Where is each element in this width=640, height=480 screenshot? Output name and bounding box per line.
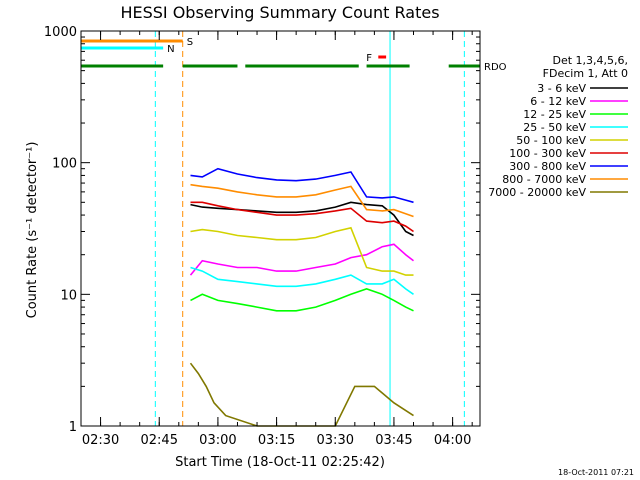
- x-tick-label: 03:15: [258, 433, 295, 448]
- chart-title: HESSI Observing Summary Count Rates: [120, 3, 439, 22]
- legend-label: 7000 - 20000 keV: [488, 186, 586, 199]
- legend-header-1: Det 1,3,4,5,6,: [552, 54, 628, 67]
- status-flags: S N RDO F: [81, 37, 507, 73]
- y-tick-label: 10: [60, 288, 77, 303]
- y-axis: 1 10 100 1000: [44, 25, 480, 435]
- x-tick-label: 04:00: [434, 433, 471, 448]
- footer-timestamp: 18-Oct-2011 07:21: [558, 468, 634, 477]
- x-axis: 02:30 02:45 03:00 03:15 03:30 03:45 04:00: [80, 31, 473, 448]
- y-axis-label: Count Rate (s⁻¹ detector⁻¹): [25, 142, 40, 319]
- data-series: [189, 167, 414, 427]
- series-line: [190, 183, 414, 218]
- legend-label: 50 - 100 keV: [516, 134, 586, 147]
- flag-label-f: F: [366, 53, 372, 64]
- y-tick-label: 1: [69, 420, 77, 435]
- y-tick-label: 100: [52, 157, 77, 172]
- y-tick-label: 1000: [44, 25, 77, 40]
- legend-label: 800 - 7000 keV: [502, 173, 586, 186]
- series-line: [190, 201, 414, 233]
- flag-label-n: N: [167, 44, 174, 55]
- series-line: [190, 288, 414, 312]
- x-tick-label: 03:00: [199, 433, 236, 448]
- x-tick-label: 03:30: [317, 433, 354, 448]
- legend-label: 25 - 50 keV: [523, 121, 586, 134]
- series-line: [190, 167, 414, 204]
- x-tick-label: 03:45: [375, 433, 412, 448]
- flag-label-rdo: RDO: [484, 62, 507, 73]
- legend-label: 300 - 800 keV: [509, 160, 586, 173]
- plot-area: [81, 31, 480, 426]
- series-line: [189, 243, 414, 276]
- plot-frame: [80, 30, 481, 427]
- series-line: [190, 226, 414, 276]
- vertical-markers: [154, 31, 465, 426]
- legend-label: 6 - 12 keV: [530, 95, 586, 108]
- x-axis-label: Start Time (18-Oct-11 02:25:42): [175, 455, 385, 470]
- legend-label: 12 - 25 keV: [523, 108, 586, 121]
- legend: Det 1,3,4,5,6, FDecim 1, Att 0 3 - 6 keV…: [488, 54, 628, 199]
- x-tick-label: 02:30: [82, 433, 119, 448]
- x-tick-label: 02:45: [141, 433, 178, 448]
- legend-header-2: FDecim 1, Att 0: [543, 67, 628, 80]
- legend-label: 100 - 300 keV: [509, 147, 586, 160]
- flag-label-s: S: [187, 37, 193, 48]
- legend-label: 3 - 6 keV: [537, 82, 586, 95]
- series-line: [190, 201, 414, 237]
- series-line: [190, 266, 414, 295]
